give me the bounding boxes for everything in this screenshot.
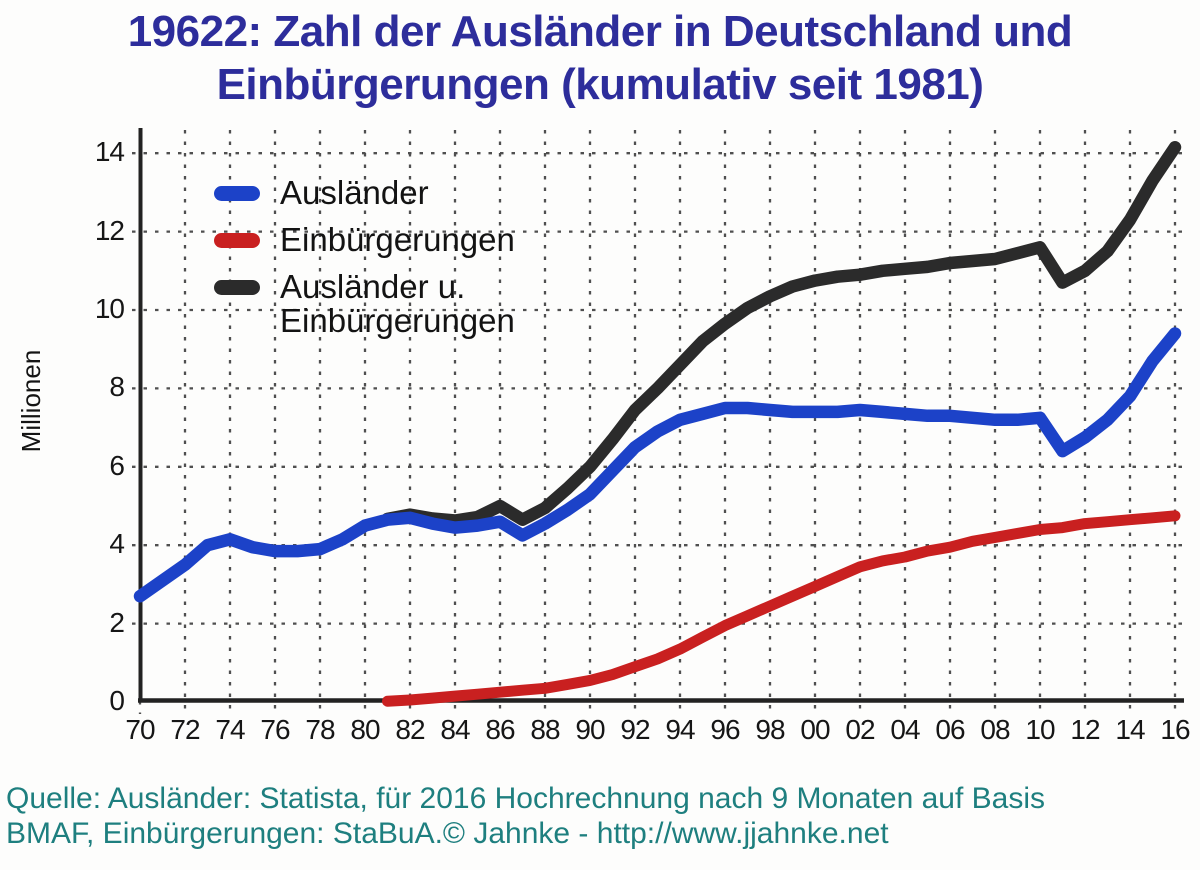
legend-item-einbuergerungen: Einbürgerungen (214, 223, 515, 257)
y-tick-label: 2 (109, 606, 125, 638)
x-tick-label: 78 (305, 714, 335, 745)
source-note-line2: BMAF, Einbürgerungen: StaBuA.© Jahnke - … (6, 817, 889, 850)
x-tick-label: 88 (530, 714, 560, 745)
legend-item-auslaender: Ausländer (214, 176, 515, 210)
x-tick-label: 10 (1025, 714, 1055, 745)
series-line-summe-auslaender-einbuergerungen (381, 141, 1182, 527)
series-line-einbuergerungen (382, 510, 1181, 707)
y-tick-label: 12 (94, 214, 125, 246)
chart-title-line1: 19622: Zahl der Ausländer in Deutschland… (127, 7, 1073, 56)
x-tick-label: 02 (845, 714, 875, 745)
gridlines (132, 130, 1185, 714)
chart-title: 19622: Zahl der Ausländer in Deutschland… (0, 5, 1200, 111)
chart-legend: Ausländer Einbürgerungen Ausländer u. Ei… (214, 176, 515, 351)
chart-title-line2: Einbürgerungen (kumulativ seit 1981) (216, 60, 984, 109)
x-tick-label: 90 (575, 714, 605, 745)
x-tick-label: 82 (395, 714, 425, 745)
y-tick-label: 4 (109, 528, 125, 560)
x-tick-label: 16 (1160, 714, 1190, 745)
x-tick-label: 76 (260, 714, 290, 745)
x-tick-label: 72 (170, 714, 200, 745)
x-tick-label: 08 (980, 714, 1010, 745)
x-axis-tick-labels: 70 72 74 76 78 80 82 84 86 88 90 92 94 96 98 00 02 04 06 08… (0, 714, 1200, 754)
axes (138, 128, 1184, 703)
x-tick-label: 04 (890, 714, 920, 745)
x-tick-label: 74 (215, 714, 245, 745)
x-tick-label: 12 (1070, 714, 1100, 745)
source-note-line1: Quelle: Ausländer: Statista, für 2016 Ho… (6, 782, 1045, 815)
x-tick-label: 14 (1115, 714, 1145, 745)
x-tick-label: 80 (350, 714, 380, 745)
legend-color-swatch (214, 186, 260, 201)
legend-label: Ausländer u. Einbürgerungen (280, 270, 515, 338)
x-tick-label: 84 (440, 714, 470, 745)
legend-color-swatch (214, 233, 260, 248)
legend-label: Ausländer (280, 174, 429, 211)
y-tick-label: 14 (94, 136, 125, 168)
y-tick-label: 6 (109, 449, 125, 481)
y-tick-label: 0 (109, 685, 125, 716)
x-tick-label: 96 (710, 714, 740, 745)
source-note: Quelle: Ausländer: Statista, für 2016 Ho… (6, 781, 1045, 851)
x-tick-label: 06 (935, 714, 965, 745)
legend-item-summe: Ausländer u. Einbürgerungen (214, 270, 515, 338)
legend-label: Einbürgerungen (280, 221, 515, 258)
y-tick-label: 8 (109, 371, 125, 403)
legend-color-swatch (214, 280, 260, 295)
y-axis-tick-labels: 0 2 4 6 8 10 12 14 (66, 0, 125, 720)
x-tick-label: 70 (125, 714, 155, 745)
x-tick-label: 94 (665, 714, 695, 745)
x-tick-label: 00 (800, 714, 830, 745)
x-tick-label: 98 (755, 714, 785, 745)
legend-label-line1: Ausländer u. (280, 268, 466, 305)
y-tick-label: 10 (94, 293, 125, 324)
x-tick-label: 86 (485, 714, 515, 745)
x-tick-label: 92 (620, 714, 650, 745)
series-line-auslaender (133, 327, 1182, 603)
legend-label-line2: Einbürgerungen (280, 302, 515, 339)
